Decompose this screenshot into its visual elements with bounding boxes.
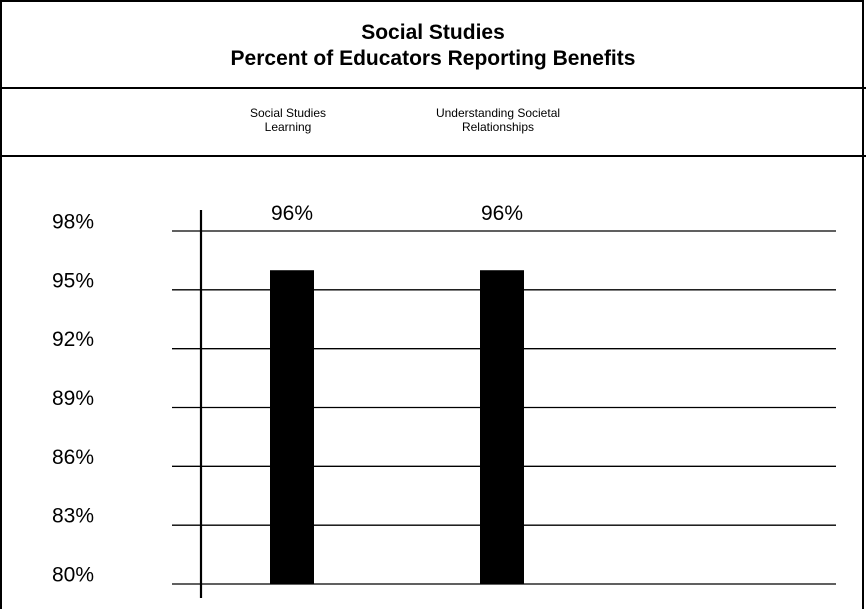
bar-2	[480, 270, 524, 584]
category-header-2-line-2: Relationships	[461, 120, 535, 134]
category-header-2-line-1: Understanding Societal	[435, 106, 561, 120]
data-label-2: 96%	[481, 202, 523, 225]
y-tick-label: 92%	[52, 328, 94, 351]
category-header-2: Understanding Societal Relationships	[398, 106, 598, 134]
title-panel: Social Studies Percent of Educators Repo…	[0, 0, 866, 89]
category-header-panel: Social Studies Learning Understanding So…	[0, 89, 866, 157]
chart-subtitle: Percent of Educators Reporting Benefits	[230, 47, 636, 70]
chart-title: Social Studies	[361, 21, 505, 44]
bar-1	[270, 270, 314, 584]
category-header-1: Social Studies Learning	[188, 106, 388, 134]
category-header-1-line-1: Social Studies	[249, 106, 327, 120]
y-tick-label: 98%	[52, 211, 94, 234]
category-header-1-line-2: Learning	[264, 120, 312, 134]
y-tick-label: 86%	[52, 446, 94, 469]
y-tick-label: 95%	[52, 269, 94, 292]
y-tick-label: 89%	[52, 387, 94, 410]
data-label-1: 96%	[271, 202, 313, 225]
bar-chart-plot: 98% 95% 92% 89% 86% 83% 80% 96% 96%	[52, 202, 836, 598]
y-tick-label: 80%	[52, 564, 94, 587]
y-tick-label: 83%	[52, 505, 94, 528]
